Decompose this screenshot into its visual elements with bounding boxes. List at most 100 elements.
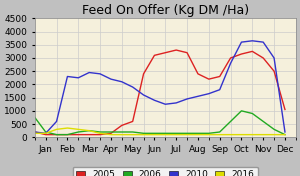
2006 <box>131 131 134 133</box>
2005 <box>76 134 80 136</box>
2016 <box>109 134 113 136</box>
2005 <box>87 134 91 136</box>
2010 <box>109 78 113 80</box>
2010 <box>55 120 58 122</box>
2016 <box>55 128 58 130</box>
2016 <box>174 134 178 136</box>
2010 <box>98 73 102 75</box>
2010 <box>261 41 265 43</box>
Line: 2010: 2010 <box>35 41 285 133</box>
2010 <box>229 62 232 64</box>
2016 <box>250 134 254 136</box>
2016 <box>164 134 167 136</box>
2016 <box>272 134 276 136</box>
2006 <box>207 132 211 134</box>
2010 <box>44 132 47 134</box>
2005 <box>185 52 189 54</box>
2010 <box>153 99 156 101</box>
2005 <box>174 49 178 51</box>
2016 <box>153 134 156 136</box>
2010 <box>33 131 37 133</box>
2005 <box>229 57 232 59</box>
2016 <box>218 134 221 136</box>
2016 <box>33 132 37 134</box>
2006 <box>44 131 47 133</box>
2005 <box>120 124 124 126</box>
2005 <box>196 73 200 75</box>
2006 <box>164 132 167 134</box>
2010 <box>218 89 221 91</box>
2016 <box>66 127 69 129</box>
2016 <box>76 128 80 130</box>
2005 <box>109 132 113 134</box>
2005 <box>218 76 221 78</box>
2016 <box>240 134 243 136</box>
2006 <box>196 132 200 134</box>
2016 <box>98 132 102 134</box>
2005 <box>164 52 167 54</box>
2016 <box>261 134 265 136</box>
2005 <box>153 54 156 56</box>
2005 <box>283 108 287 111</box>
Line: 2006: 2006 <box>35 111 285 135</box>
Line: 2016: 2016 <box>35 128 285 135</box>
2006 <box>66 134 69 136</box>
2005 <box>207 78 211 80</box>
2016 <box>44 132 47 134</box>
2006 <box>240 110 243 112</box>
2006 <box>218 131 221 133</box>
2005 <box>66 134 69 136</box>
2006 <box>185 132 189 134</box>
2010 <box>283 131 287 133</box>
2006 <box>98 131 102 133</box>
2010 <box>120 81 124 83</box>
2016 <box>196 134 200 136</box>
2010 <box>185 98 189 100</box>
2010 <box>240 41 243 43</box>
2010 <box>131 86 134 88</box>
2005 <box>142 73 146 75</box>
2005 <box>250 50 254 52</box>
2010 <box>207 93 211 95</box>
2016 <box>229 134 232 136</box>
2016 <box>185 134 189 136</box>
2005 <box>240 53 243 55</box>
2016 <box>87 130 91 132</box>
2016 <box>142 134 146 136</box>
2016 <box>283 134 287 136</box>
2006 <box>283 134 287 136</box>
Legend: 2005, 2006, 2010, 2016: 2005, 2006, 2010, 2016 <box>73 166 258 176</box>
2005 <box>261 57 265 59</box>
2010 <box>66 76 69 78</box>
2016 <box>207 134 211 136</box>
2005 <box>44 134 47 136</box>
2010 <box>142 94 146 96</box>
2005 <box>33 131 37 133</box>
2016 <box>120 134 124 136</box>
2006 <box>142 132 146 134</box>
2010 <box>250 40 254 42</box>
2005 <box>98 134 102 136</box>
2006 <box>120 131 124 133</box>
2006 <box>261 120 265 122</box>
2006 <box>55 134 58 136</box>
2006 <box>153 132 156 134</box>
2005 <box>272 70 276 72</box>
2006 <box>229 120 232 122</box>
2010 <box>272 57 276 59</box>
2010 <box>196 95 200 97</box>
2006 <box>174 132 178 134</box>
2010 <box>76 77 80 79</box>
2016 <box>131 134 134 136</box>
2006 <box>250 112 254 115</box>
2006 <box>272 128 276 130</box>
2005 <box>55 134 58 136</box>
Title: Feed On Offer (Kg DM /Ha): Feed On Offer (Kg DM /Ha) <box>82 4 249 17</box>
2006 <box>33 116 37 118</box>
2010 <box>174 102 178 104</box>
Line: 2005: 2005 <box>35 50 285 135</box>
2010 <box>164 103 167 105</box>
2005 <box>131 120 134 122</box>
2006 <box>76 131 80 133</box>
2006 <box>109 131 113 133</box>
